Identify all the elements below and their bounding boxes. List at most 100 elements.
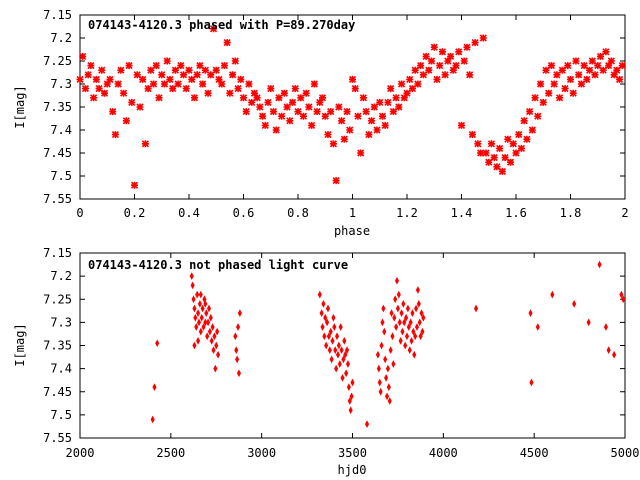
data-point: [485, 158, 493, 166]
chart-bottom: 2000 2500 3000 3500 4000 4500 5000 7.15 7.2 7.25 7…: [13, 246, 639, 477]
y-axis-label-bottom: I[mag]: [13, 323, 27, 366]
data-point: [231, 57, 239, 65]
data-point: [564, 62, 572, 70]
data-point: [395, 103, 403, 111]
data-point: [526, 108, 534, 116]
data-point: [182, 85, 190, 93]
data-point: [332, 323, 337, 331]
data-point: [163, 57, 171, 65]
data-point: [418, 332, 423, 341]
data-point: [466, 71, 474, 79]
data-point: [394, 276, 400, 285]
data-point: [245, 80, 253, 88]
y-axis-label-top: I[mag]: [13, 85, 27, 128]
data-point: [327, 346, 332, 354]
data-point: [621, 295, 626, 304]
data-point: [354, 112, 362, 120]
data-point: [398, 337, 403, 345]
data-point: [370, 103, 378, 111]
data-point: [128, 98, 136, 106]
chart-title-top: 074143-4120.3 phased with P=89.270day: [88, 18, 355, 32]
data-point: [329, 140, 337, 148]
data-point: [460, 57, 468, 65]
data-point: [411, 327, 416, 336]
data-point: [550, 80, 558, 88]
data-point: [515, 131, 523, 139]
data-point: [310, 80, 318, 88]
data-point: [471, 39, 479, 47]
data-point: [330, 337, 335, 345]
data-point: [193, 71, 201, 79]
data-point: [603, 323, 608, 331]
data-point: [210, 323, 215, 331]
data-point: [392, 94, 400, 102]
data-point: [596, 52, 605, 60]
x-tick-label: 2000: [66, 446, 95, 460]
data-point: [197, 300, 202, 308]
data-point: [169, 85, 177, 93]
x-tick-label: 1.2: [396, 206, 418, 220]
data-point: [84, 71, 92, 79]
data-point: [335, 350, 341, 359]
data-point: [171, 66, 179, 74]
data-point: [414, 304, 419, 313]
data-point: [331, 313, 336, 322]
data-point: [256, 103, 264, 111]
data-point: [195, 290, 200, 299]
data-point: [509, 140, 517, 148]
data-point: [90, 94, 98, 102]
data-point: [612, 350, 617, 359]
data-point: [496, 144, 504, 152]
x-tick-label: 3000: [247, 446, 276, 460]
data-point: [223, 39, 231, 47]
data-point: [384, 374, 389, 382]
data-point: [342, 337, 347, 345]
data-point: [388, 346, 393, 354]
data-point: [100, 89, 109, 97]
data-point: [152, 383, 157, 391]
y-tick-label: 7.25: [43, 292, 72, 306]
data-point: [416, 300, 421, 308]
data-point: [400, 327, 405, 336]
y-tick-label: 7.55: [43, 431, 72, 445]
data-point: [528, 309, 533, 317]
data-point: [534, 112, 542, 120]
data-point: [613, 66, 621, 74]
data-point: [348, 406, 353, 415]
data-point: [357, 149, 365, 157]
data-point: [297, 94, 305, 102]
data-point: [368, 117, 376, 125]
x-tick-label: 2: [621, 206, 628, 220]
data-point: [325, 304, 331, 313]
x-tick-label: 0.4: [178, 206, 200, 220]
data-point: [474, 140, 482, 148]
data-point: [291, 85, 299, 93]
y-tick-label: 7.35: [43, 339, 72, 353]
data-point: [235, 355, 240, 364]
data-point: [208, 313, 213, 322]
data-point: [417, 318, 422, 327]
data-point: [449, 66, 457, 74]
data-point: [447, 52, 455, 60]
data-point: [377, 378, 382, 387]
x-tick-label: 0.8: [287, 206, 309, 220]
data-point: [529, 378, 534, 387]
data-point: [586, 66, 594, 74]
data-point: [269, 108, 278, 116]
data-point: [81, 85, 90, 93]
data-point: [411, 66, 419, 74]
data-point: [506, 158, 515, 166]
data-point: [338, 117, 346, 125]
data-point: [597, 260, 602, 269]
data-point: [288, 98, 297, 106]
data-point: [558, 66, 566, 74]
data-point: [381, 304, 386, 313]
data-point: [409, 337, 414, 345]
y-tick-label: 7.5: [50, 408, 72, 422]
data-point: [347, 397, 352, 405]
data-point: [242, 108, 250, 116]
x-tick-label: 1.8: [560, 206, 582, 220]
data-point: [430, 43, 438, 51]
data-point: [158, 71, 166, 79]
data-point: [599, 66, 607, 74]
